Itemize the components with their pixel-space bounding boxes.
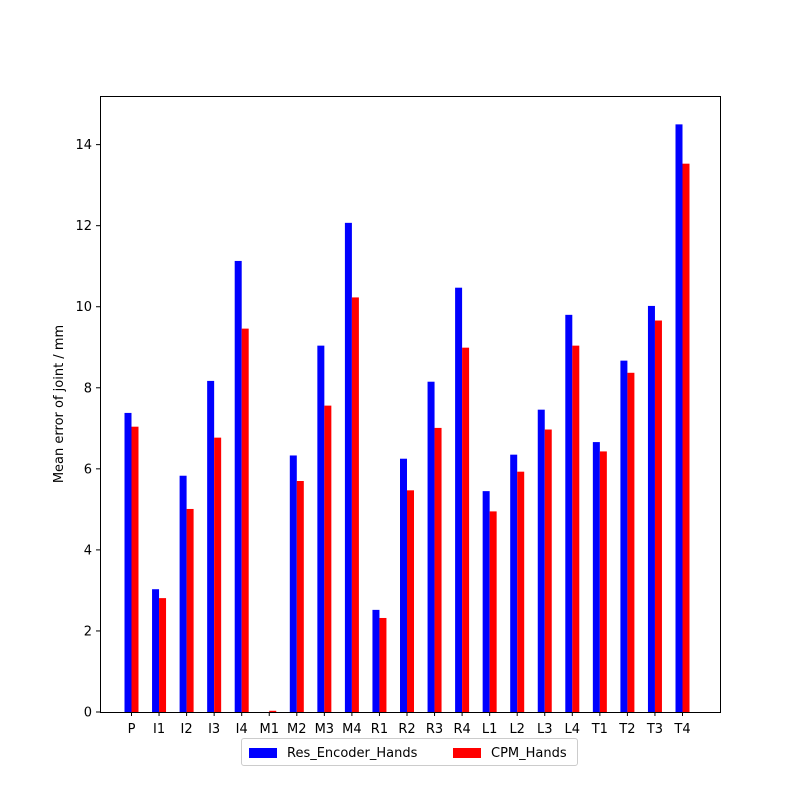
bar-res-encoder-i2 [179,475,187,712]
bar-cpm-t1 [599,451,607,712]
legend-label-res-encoder: Res_Encoder_Hands [287,745,418,761]
bar-res-encoder-i1 [152,589,160,712]
bar-res-encoder-t3 [647,305,655,712]
bar-cpm-t4 [682,163,690,712]
bar-cpm-l3 [544,429,552,712]
bar-cpm-i2 [186,508,194,712]
bar-cpm-i3 [214,437,222,712]
bar-res-encoder-l4 [565,314,573,712]
x-tick-label-m1: M1 [260,722,280,737]
legend-swatch-cpm [453,748,481,758]
x-tick-label-i1: I1 [153,722,165,737]
x-tick-label-i2: I2 [181,722,193,737]
y-tick-label: 2 [84,624,92,639]
bar-res-encoder-l3 [537,409,545,712]
x-tick-label-r1: R1 [371,722,388,737]
bar-res-encoder-m3 [317,345,325,712]
y-tick-label: 10 [75,300,92,315]
bar-cpm-m4 [351,297,359,712]
x-tick-label-m3: M3 [315,722,335,737]
bar-res-encoder-r3 [427,381,435,712]
bar-cpm-t2 [627,372,635,712]
bar-res-encoder-i4 [234,260,242,712]
x-tick-label-l1: L1 [482,722,498,737]
bar-cpm-r2 [407,490,414,712]
legend-label-cpm: CPM_Hands [491,745,567,761]
bar-res-encoder-i3 [207,380,215,712]
y-tick-label: 8 [84,381,92,396]
y-tick-label: 4 [84,543,92,558]
x-tick-label-t2: T2 [618,722,635,737]
y-tick-label: 12 [75,219,92,234]
bar-res-encoder-t1 [592,442,600,712]
y-tick-label: 0 [84,706,92,721]
bar-res-encoder-t4 [675,124,683,713]
y-axis-ticks: 0 2 4 6 8 10 12 14 [75,138,100,721]
bar-res-encoder-r1 [372,609,380,712]
bar-cpm-r4 [462,347,470,712]
x-tick-label-t4: T4 [673,722,690,737]
bar-cpm-l2 [517,471,525,712]
x-tick-label-r3: R3 [426,722,443,737]
legend-item-res-encoder: Res_Encoder_Hands [249,745,417,761]
bar-cpm-p [131,426,139,712]
bar-cpm-t3 [654,320,662,712]
bar-res-encoder-r2 [400,458,407,712]
x-tick-label-i4: I4 [236,722,248,737]
x-tick-label-l2: L2 [509,722,525,737]
bar-res-encoder-l1 [482,491,490,712]
y-tick-label: 6 [84,462,92,477]
y-tick-label: 14 [75,138,92,153]
bar-res-encoder-p [124,412,132,712]
bar-res-encoder-l2 [510,454,518,712]
bar-res-encoder-m2 [289,455,297,712]
legend-item-cpm: CPM_Hands [453,745,567,761]
x-tick-label-l3: L3 [537,722,553,737]
x-tick-label-m4: M4 [342,722,362,737]
x-tick-label-r4: R4 [453,722,470,737]
x-tick-label-l4: L4 [565,722,581,737]
bar-res-encoder-r4 [455,287,463,712]
bar-res-encoder-m4 [344,222,352,712]
x-tick-label-i3: I3 [208,722,220,737]
bar-cpm-i4 [241,328,249,712]
bar-cpm-l4 [572,345,580,712]
bar-cpm-m3 [324,405,332,712]
bar-cpm-r1 [379,617,387,712]
bars-group [124,124,690,713]
x-tick-label-p: P [128,722,136,737]
bar-cpm-l1 [489,511,497,712]
bar-res-encoder-t2 [620,360,628,712]
bar-cpm-m1 [269,710,277,712]
x-tick-label-t1: T1 [591,722,608,737]
legend: Res_Encoder_Hands CPM_Hands [241,738,578,766]
bar-cpm-r3 [434,427,442,712]
x-tick-label-m2: M2 [287,722,307,737]
x-tick-label-t3: T3 [646,722,663,737]
y-axis-label: Mean error of joint / mm [52,325,67,483]
x-tick-label-r2: R2 [398,722,415,737]
plot-frame [100,96,721,713]
bar-cpm-m2 [296,481,304,712]
legend-swatch-res-encoder [249,748,277,758]
x-axis-ticks: P I1 I2 I3 I4 M1 M2 M3 M4 R1 R2 R3 R4 L1 L2 L3 L4 T1 T2 T3 T… [128,712,691,737]
bar-cpm-i1 [159,598,167,712]
